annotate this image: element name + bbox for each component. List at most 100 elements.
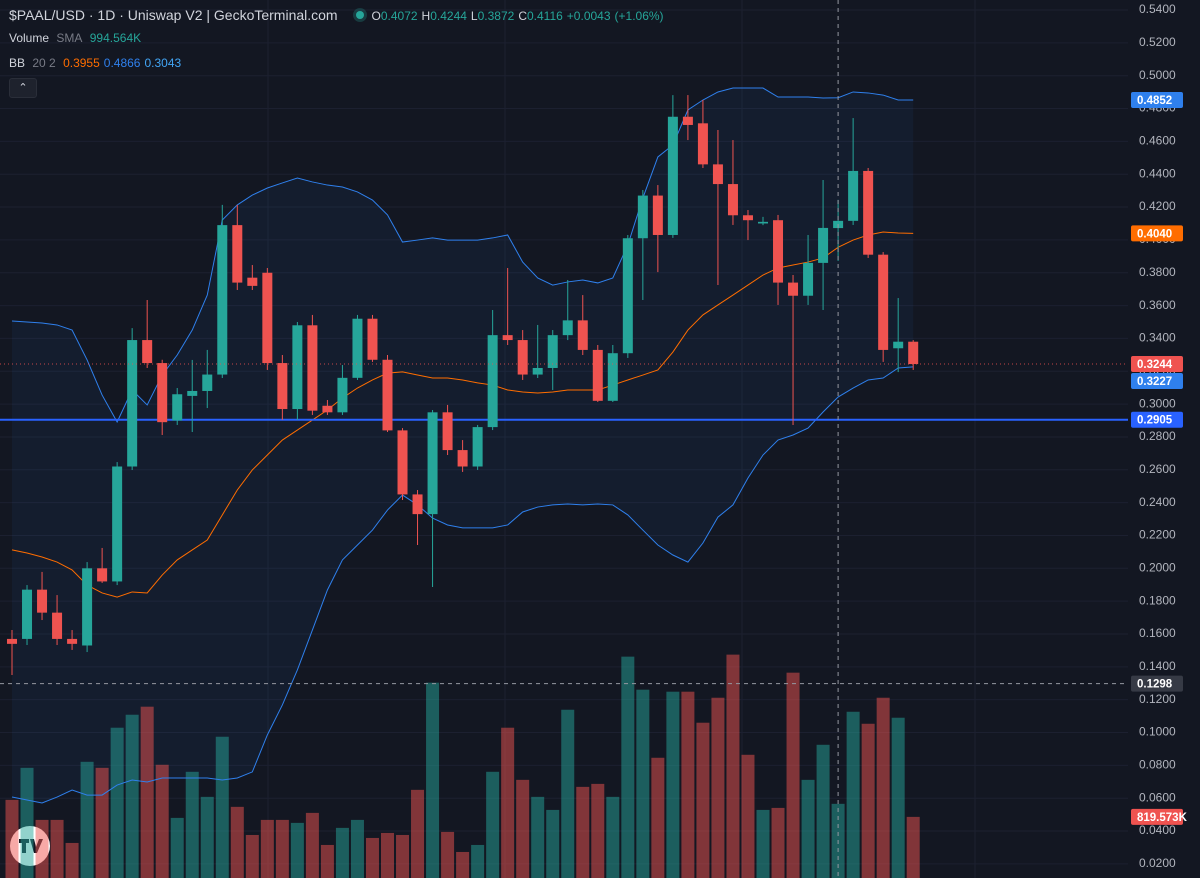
- volume-bar: [80, 761, 94, 878]
- candle-body: [667, 116, 678, 235]
- volume-bar: [320, 844, 334, 878]
- volume-bar: [651, 757, 665, 878]
- volume-bar: [65, 842, 79, 878]
- candle-body: [427, 412, 438, 515]
- grid: [0, 0, 1128, 878]
- y-tick-label: 0.3600: [1139, 298, 1176, 312]
- candle-body: [637, 195, 648, 239]
- axis-label-box: [1131, 675, 1183, 692]
- volume-bar: [50, 819, 64, 878]
- chart-title: $PAAL/USD · 1D · Uniswap V2 | GeckoTermi…: [9, 7, 338, 23]
- candle-body: [788, 282, 799, 296]
- candle-body: [292, 325, 303, 410]
- collapse-button[interactable]: ⌃: [9, 78, 37, 98]
- candle-body: [818, 227, 829, 263]
- y-tick-label: 0.4400: [1139, 166, 1176, 180]
- volume-bar: [801, 779, 815, 878]
- y-tick-label: 0.3000: [1139, 396, 1176, 410]
- volume-bar: [456, 851, 470, 878]
- candle-body: [337, 377, 348, 413]
- volume-bar: [471, 844, 485, 878]
- candle-body: [352, 318, 363, 378]
- volume-bar: [546, 809, 560, 878]
- y-tick-label: 0.2000: [1139, 560, 1176, 574]
- candle-body: [577, 320, 588, 350]
- candle-body: [52, 612, 63, 639]
- volume-bar: [230, 806, 244, 878]
- candle-body: [502, 335, 513, 341]
- volume-bar: [396, 834, 410, 878]
- y-tick-label: 0.4600: [1139, 134, 1176, 148]
- volume-bar: [876, 697, 890, 878]
- candle-body: [607, 353, 618, 401]
- candle-body: [7, 638, 17, 644]
- volume-bar: [350, 819, 364, 878]
- volume-value: 994.564K: [89, 31, 142, 45]
- y-tick-label: 0.0600: [1139, 790, 1176, 804]
- volume-bar: [516, 779, 530, 878]
- volume-bar: [305, 812, 319, 878]
- candle-body: [142, 340, 153, 364]
- legend-bb: BB 20 2 0.3955 0.4866 0.3043: [9, 56, 185, 70]
- candle-body: [908, 341, 919, 365]
- candle-body: [202, 374, 213, 391]
- y-tick-label: 0.5000: [1139, 68, 1176, 82]
- candle-body: [742, 215, 753, 221]
- candle-body: [697, 123, 708, 165]
- volume-bar: [290, 822, 304, 878]
- volume-bar: [561, 709, 575, 878]
- legend-volume: Volume SMA 994.564K: [9, 31, 145, 45]
- y-tick-label: 0.3800: [1139, 265, 1176, 279]
- candle-body: [532, 367, 543, 375]
- volume-bar: [170, 817, 184, 878]
- y-tick-label: 0.2800: [1139, 429, 1176, 443]
- candle-body: [472, 427, 483, 467]
- y-tick-label: 0.3400: [1139, 331, 1176, 345]
- ohlc-label: C: [518, 9, 527, 23]
- volume-bar: [441, 831, 455, 878]
- volume-bar: [741, 754, 755, 878]
- candle-body: [22, 589, 33, 639]
- bb-params: 20 2: [32, 56, 56, 70]
- axis-label-box: [1131, 808, 1183, 825]
- volume-bar: [576, 786, 590, 878]
- candle-body: [232, 225, 243, 283]
- y-tick-label: 0.1400: [1139, 659, 1176, 673]
- volume-bar: [696, 722, 710, 878]
- candle-body: [863, 170, 874, 255]
- volume-bar: [110, 727, 124, 878]
- candle-body: [487, 335, 498, 428]
- bb-upper-value: 0.4866: [103, 56, 141, 70]
- volume-bar: [726, 654, 740, 878]
- axis-label-box: [1131, 92, 1183, 109]
- ohlc-value: 0.4072: [380, 9, 418, 23]
- volume-bar: [501, 727, 515, 878]
- candle-body: [247, 277, 258, 286]
- volume-indicator: SMA: [56, 31, 83, 45]
- candle-body: [67, 638, 78, 644]
- volume-bar: [861, 723, 875, 878]
- ohlc-value: 0.4116: [526, 9, 563, 23]
- y-tick-label: 0.0200: [1139, 856, 1176, 870]
- volume-bar: [35, 819, 49, 878]
- candle-body: [457, 450, 468, 467]
- volume-bar: [666, 691, 680, 878]
- bb-lower-value: 0.3043: [144, 56, 182, 70]
- candle-body: [82, 568, 93, 646]
- candle-body: [562, 320, 573, 336]
- candle-body: [893, 341, 904, 349]
- candle-body: [773, 220, 784, 283]
- volume-bar: [215, 736, 229, 878]
- bb-middle-value: 0.3955: [63, 56, 100, 70]
- candle-body: [157, 363, 168, 423]
- volume-bar: [786, 672, 800, 878]
- axis-label-box: [1131, 225, 1183, 242]
- volume-bar: [771, 807, 785, 878]
- volume-bar: [591, 783, 605, 878]
- y-tick-label: 0.1600: [1139, 626, 1176, 640]
- bb-name: BB: [9, 56, 26, 70]
- candle-body: [758, 221, 768, 224]
- axis-label-box: [1131, 356, 1183, 373]
- volume-bar: [95, 767, 109, 878]
